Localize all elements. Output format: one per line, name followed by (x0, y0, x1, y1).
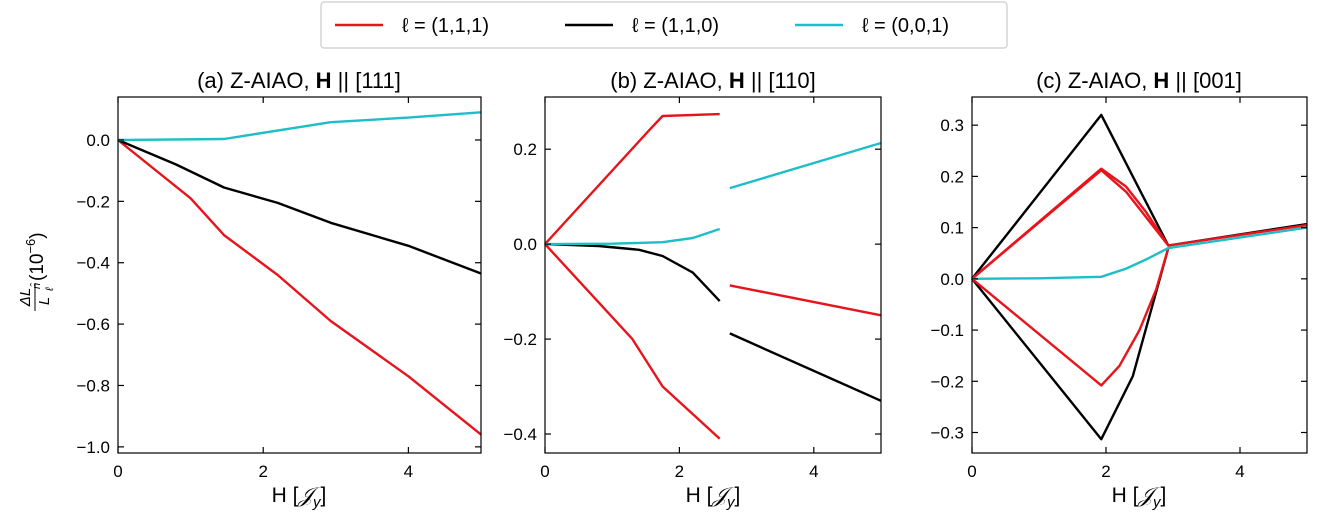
panel-b-ytick-label: −0.2 (503, 330, 537, 349)
panel-b-frame (544, 96, 882, 454)
panel-a-xtick-label: 0 (113, 462, 122, 481)
panel-b-ytick-label: −0.4 (503, 425, 537, 444)
legend: ℓ = (1,1,1) ℓ = (1,1,0) ℓ = (0,0,1) (320, 1, 1008, 49)
panel-b-xtick-label: 0 (540, 462, 549, 481)
panel-a-ytick-label: −0.6 (76, 315, 110, 334)
panel-a-frame (117, 96, 482, 454)
panel-a-ytick-label: 0.0 (86, 131, 110, 150)
panel-c-series-l001-line-0 (971, 226, 1308, 280)
panel-c-frame (971, 96, 1308, 454)
panel-a-plot: 0 2 4 0.0 −0.2 −0.4 −0.6 −0.8 −1.0 (76, 96, 482, 481)
panel-a-title: (a) Z-AIAO, H || [111] (197, 68, 401, 93)
svg-text:(10−6): (10−6) (23, 232, 48, 281)
panel-b-series-l001-line-0 (544, 227, 721, 246)
panel-c-ytick-label: 0.0 (940, 270, 964, 289)
panel-a-ylabel: ΔL L n̂ ℓ (10−6) (17, 232, 56, 311)
panel-b-xtick-label: 2 (675, 462, 684, 481)
svg-text:ΔL: ΔL (17, 288, 34, 307)
svg-text:L: L (36, 297, 53, 305)
panel-c-xtick-label: 4 (1235, 462, 1244, 481)
panel-c-series-l110-line-1 (971, 247, 1170, 441)
panel-c-plot: 0 2 4 0.3 0.2 0.1 0.0 −0.1 −0.2 −0.3 (930, 96, 1308, 481)
panel-b-xtick-label: 4 (809, 462, 818, 481)
panel-a-ytick-label: −0.2 (76, 192, 110, 211)
panel-b-series-l111-line-2 (729, 284, 882, 317)
panel-c-xtick-label: 2 (1101, 462, 1110, 481)
panel-a-xtick-label: 4 (404, 462, 413, 481)
panel-b: (b) Z-AIAO, H || [110] 0 2 4 0.2 0.0 −0.2 −0.4… (503, 68, 882, 511)
panel-a-series-l111-line-0 (117, 139, 482, 436)
panel-c-series-l110-line-0 (971, 113, 1308, 280)
panel-c-xtick-label: 0 (967, 462, 976, 481)
svg-text:n̂: n̂ (29, 283, 43, 289)
panel-b-series-l111-line-0 (544, 112, 720, 245)
panel-a-xtick-label: 2 (258, 462, 267, 481)
panel-a: (a) Z-AIAO, H || [111] 0 2 4 0.0 −0.2 −0.4 −0.… (17, 68, 482, 511)
panel-c-ytick-label: 0.2 (940, 167, 964, 186)
panel-b-series-l110-line-0 (544, 242, 721, 302)
panel-a-xlabel: H [𝒥y] (272, 483, 327, 511)
panel-c-ytick-label: 0.1 (940, 219, 964, 238)
panel-a-ytick-label: −0.4 (76, 254, 110, 273)
panel-a-ytick-label: −0.8 (76, 376, 110, 395)
panel-b-ytick-label: 0.0 (513, 235, 537, 254)
legend-frame (320, 1, 1008, 49)
panel-c-ytick-label: −0.3 (930, 424, 964, 443)
legend-label-l111: ℓ = (1,1,1) (402, 15, 489, 37)
panel-b-series-l001-line-1 (729, 141, 882, 190)
panel-c-title: (c) Z-AIAO, H || [001] (1036, 68, 1242, 93)
panel-b-plot: 0 2 4 0.2 0.0 −0.2 −0.4 (503, 96, 882, 481)
legend-label-l110: ℓ = (1,1,0) (632, 15, 719, 37)
panel-a-ytick-label: −1.0 (76, 438, 110, 457)
panel-b-title: (b) Z-AIAO, H || [110] (610, 68, 815, 93)
panel-b-series-l111-line-1 (544, 243, 721, 440)
panel-c-ytick-label: −0.2 (930, 372, 964, 391)
panel-c-xlabel: H [𝒥y] (1112, 483, 1167, 511)
panel-b-series-l110-line-1 (729, 332, 882, 402)
panel-a-series-l110-line-0 (117, 138, 482, 275)
panel-c-series-l111-line-1 (971, 168, 1170, 280)
panel-b-ytick-label: 0.2 (513, 140, 537, 159)
panel-c-series-l111-line-2 (971, 247, 1170, 387)
panel-b-xlabel: H [𝒥y] (686, 483, 741, 511)
legend-label-l001: ℓ = (0,0,1) (862, 15, 949, 37)
svg-text:ℓ: ℓ (44, 287, 56, 292)
panel-c-ytick-label: −0.1 (930, 321, 964, 340)
panel-c-ytick-label: 0.3 (940, 116, 964, 135)
panel-a-series-l001-line-0 (117, 111, 482, 142)
panel-c: (c) Z-AIAO, H || [001] 0 2 4 0.3 0.2 0.1 0.0 −0… (930, 68, 1308, 511)
